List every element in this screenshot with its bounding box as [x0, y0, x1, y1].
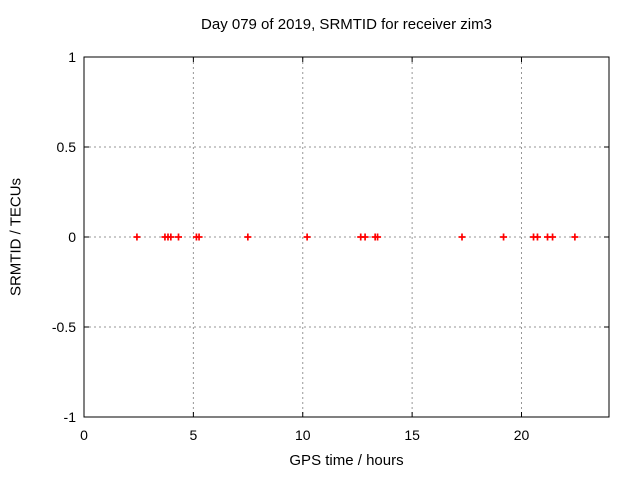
data-point: [533, 233, 541, 241]
chart-title: Day 079 of 2019, SRMTID for receiver zim…: [201, 16, 492, 33]
x-tick-label: 10: [295, 427, 311, 443]
y-tick-label: 0.5: [57, 139, 77, 155]
x-tick-label: 0: [80, 427, 88, 443]
x-axis-label: GPS time / hours: [289, 452, 404, 469]
data-point: [195, 233, 203, 241]
data-point: [167, 233, 175, 241]
x-tick-label: 20: [514, 427, 530, 443]
y-tick-label: -0.5: [52, 319, 76, 335]
x-tick-label: 15: [404, 427, 420, 443]
y-tick-label: 0: [68, 229, 76, 245]
data-point: [361, 233, 369, 241]
data-point: [549, 233, 557, 241]
data-point: [303, 233, 311, 241]
y-tick-label: 1: [68, 49, 76, 65]
data-point: [458, 233, 466, 241]
data-point: [500, 233, 508, 241]
data-point: [244, 233, 252, 241]
data-point: [175, 233, 182, 241]
x-tick-label: 5: [189, 427, 197, 443]
data-point: [133, 233, 141, 241]
data-point: [374, 233, 382, 241]
data-point: [571, 233, 579, 241]
y-tick-label: -1: [64, 409, 77, 425]
